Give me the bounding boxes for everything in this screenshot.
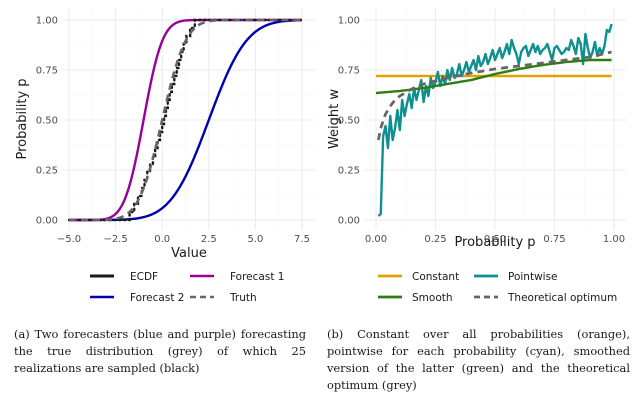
x-tick-label: 0.75 <box>543 234 565 245</box>
y-tick-label: 0.25 <box>36 166 58 177</box>
grid-b <box>364 8 626 230</box>
x-tick-label: −5.0 <box>57 234 81 245</box>
x-tick-label: 0.00 <box>365 234 387 245</box>
plot-area-a <box>62 8 316 230</box>
legend-label: Forecast 1 <box>230 271 284 283</box>
legend-label: Theoretical optimum <box>507 292 617 304</box>
y-tick-label: 1.00 <box>338 16 360 27</box>
smooth-line <box>375 58 612 95</box>
y-tick-label: 0.00 <box>36 216 58 227</box>
legend-label: Smooth <box>412 292 453 304</box>
y-tick-label: 0.50 <box>36 116 58 127</box>
x-axis-label-b: Probability p <box>454 235 535 250</box>
legend-label: Pointwise <box>508 271 558 283</box>
x-tick-label: 7.5 <box>294 234 310 245</box>
grid-a <box>62 8 316 230</box>
x-tick-label: 5.0 <box>247 234 263 245</box>
legend-a: ECDF Forecast 1 Forecast 2 Truth <box>90 271 284 304</box>
ticks-a: 0.00 0.25 0.50 0.75 1.00 −5.0 −2.5 0.0 2.5 5.0 7.5 <box>36 16 310 246</box>
y-tick-label: 0.75 <box>36 66 58 77</box>
ticks-b: 0.00 0.25 0.50 0.75 1.00 0.00 0.25 0.50 0.75 1.00 <box>338 16 625 246</box>
x-tick-label: 0.50 <box>484 234 506 245</box>
legend-b: Constant Pointwise Smooth Theoretical optim… <box>378 271 617 304</box>
y-tick-label: 1.00 <box>36 16 58 27</box>
series-b <box>375 23 613 217</box>
legend-label: Constant <box>412 271 459 283</box>
theoretical-optimum-line <box>377 50 612 141</box>
legend-label: Forecast 2 <box>130 292 184 304</box>
legend-label: Truth <box>229 292 257 304</box>
x-tick-label: −2.5 <box>103 234 127 245</box>
x-axis-label-a: Value <box>171 246 207 261</box>
x-tick-label: 0.0 <box>154 234 170 245</box>
series-a <box>67 18 304 222</box>
y-tick-label: 0.50 <box>338 116 360 127</box>
y-axis-label-b: Weight w <box>327 89 342 149</box>
caption-a: (a) Two forecasters (blue and purple) fo… <box>14 327 306 375</box>
y-tick-label: 0.25 <box>338 166 360 177</box>
caption-b: (b) Constant over all probabilities (ora… <box>327 327 630 392</box>
y-tick-label: 0.00 <box>338 216 360 227</box>
truth-line <box>69 18 302 222</box>
pointwise-line <box>377 23 613 217</box>
panel-a: 0.00 0.25 0.50 0.75 1.00 −5.0 −2.5 0.0 2.5 5.0 7.5… <box>15 8 316 304</box>
x-tick-label: 0.25 <box>424 234 446 245</box>
x-tick-label: 1.00 <box>603 234 625 245</box>
legend-label: ECDF <box>130 271 158 283</box>
y-axis-label-a: Probability p <box>15 78 30 159</box>
y-tick-label: 0.75 <box>338 66 360 77</box>
x-tick-label: 2.5 <box>201 234 217 245</box>
panel-b: 0.00 0.25 0.50 0.75 1.00 0.00 0.25 0.50 0.75 1.00… <box>327 8 626 304</box>
